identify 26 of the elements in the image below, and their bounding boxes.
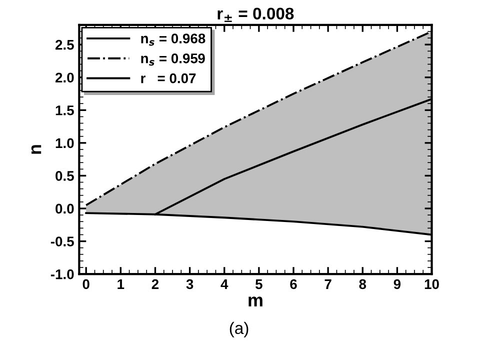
y-axis-title: n <box>31 145 42 154</box>
x-tick-label: 7 <box>324 279 332 289</box>
y-tick-label: 1.5 <box>56 106 74 116</box>
legend-label: n$_{s}$ = 0.959 <box>141 53 205 66</box>
y-tick-label: 2.0 <box>55 72 74 83</box>
x-tick-label: 10 <box>424 279 439 290</box>
x-tick-label: 2 <box>152 279 159 289</box>
x-axis-title: m <box>248 296 262 306</box>
x-tick-label: 8 <box>359 279 366 290</box>
x-tick-label: 9 <box>394 279 401 290</box>
x-tick-label: 1 <box>118 279 124 289</box>
x-tick-label: 4 <box>220 279 228 289</box>
x-tick-label: 6 <box>290 279 297 290</box>
x-tick-label: 5 <box>255 279 262 290</box>
text: (a) <box>230 322 248 338</box>
x-tick-label: 3 <box>186 279 194 290</box>
y-tick-label: 0.0 <box>56 204 74 214</box>
y-tick-label: 2.5 <box>55 40 74 50</box>
legend-label: r = 0.07 <box>141 73 196 84</box>
chart-title: r$_{±}$ = 0.008 <box>218 8 294 22</box>
y-tick-label: 0.5 <box>56 171 74 181</box>
y-tick-label: -1.0 <box>50 269 74 280</box>
y-tick-label: 1.0 <box>56 138 74 148</box>
legend-label: n$_{s}$ = 0.968 <box>141 34 206 46</box>
x-tick-label: 0 <box>82 279 90 290</box>
y-tick-label: -0.5 <box>50 236 74 246</box>
